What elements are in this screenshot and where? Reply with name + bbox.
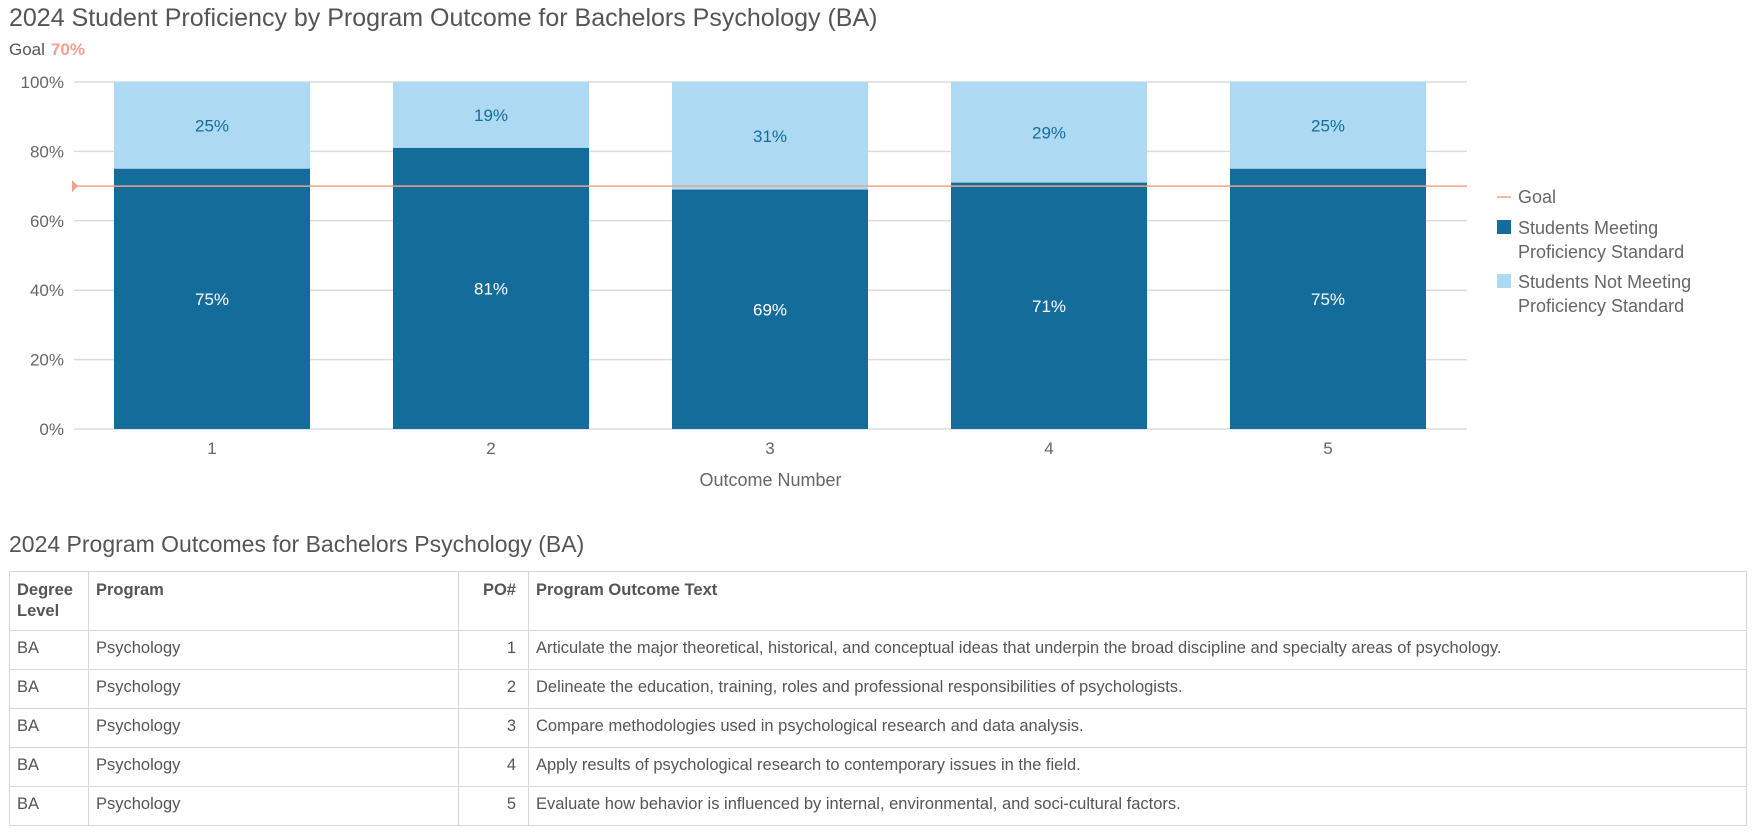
data-label-not-meeting: 29% — [1032, 123, 1066, 142]
legend-not-meeting-swatch — [1497, 274, 1511, 288]
cell-po-number: 2 — [458, 669, 529, 709]
cell-program: Psychology — [88, 708, 459, 748]
bar-meeting — [393, 147, 589, 429]
goal-value: 70% — [50, 40, 85, 59]
header-degree-level: Degree Level — [9, 571, 89, 631]
data-label-not-meeting: 19% — [474, 106, 508, 125]
data-label-meeting: 69% — [753, 300, 787, 319]
goal-summary: Goal 70% — [9, 40, 85, 60]
cell-po-number: 5 — [458, 786, 529, 826]
cell-program: Psychology — [88, 630, 459, 670]
cell-po-number: 3 — [458, 708, 529, 748]
data-label-not-meeting: 25% — [1311, 116, 1345, 135]
cell-outcome-text: Apply results of psychological research … — [528, 747, 1747, 787]
goal-marker-icon — [72, 180, 78, 193]
data-label-meeting: 75% — [195, 290, 229, 309]
bar-not-meeting — [393, 82, 589, 148]
cell-degree-level: BA — [9, 786, 89, 826]
x-tick-label: 4 — [1044, 439, 1053, 458]
legend-goal-label: Goal — [1518, 187, 1556, 207]
legend-not-meeting-label: Students Not Meeting Proficiency Standard — [1518, 272, 1691, 316]
table-row: BA Psychology 2 Delineate the education, tr… — [9, 669, 1747, 709]
y-tick-label: 100% — [21, 73, 64, 92]
header-po-number: PO# — [458, 571, 529, 631]
chart-title: 2024 Student Proficiency by Program Outc… — [9, 4, 878, 32]
data-label-not-meeting: 25% — [195, 116, 229, 135]
cell-program: Psychology — [88, 669, 459, 709]
cell-po-number: 1 — [458, 630, 529, 670]
table-row: BA Psychology 3 Compare methodologies used … — [9, 708, 1747, 748]
x-axis-label: Outcome Number — [699, 470, 841, 490]
table-row: BA Psychology 1 Articulate the major theore… — [9, 630, 1747, 670]
x-tick-label: 5 — [1323, 439, 1332, 458]
table-title: 2024 Program Outcomes for Bachelors Psyc… — [9, 531, 585, 557]
bar-meeting — [951, 182, 1147, 429]
table-header-row: Degree Level Program PO# Program Outcome… — [9, 571, 1747, 631]
cell-degree-level: BA — [9, 630, 89, 670]
header-program: Program — [88, 571, 459, 631]
y-tick-label: 80% — [30, 142, 64, 161]
data-label-meeting: 71% — [1032, 297, 1066, 316]
legend-meeting-label: Students Meeting Proficiency Standard — [1518, 218, 1684, 262]
cell-outcome-text: Compare methodologies used in psychologi… — [528, 708, 1747, 748]
cell-degree-level: BA — [9, 708, 89, 748]
cell-program: Psychology — [88, 747, 459, 787]
cell-degree-level: BA — [9, 747, 89, 787]
bar-not-meeting — [1230, 82, 1426, 169]
stacked-bar-chart: 0% 20% 40% 60% 80% 100% 75% 25% 1 81% 19% 2 69% 31% 3 7… — [21, 73, 1692, 490]
y-tick-label: 60% — [30, 212, 64, 231]
legend-meeting-swatch — [1497, 220, 1511, 234]
y-tick-label: 20% — [30, 351, 64, 370]
data-label-not-meeting: 31% — [753, 127, 787, 146]
table-row: BA Psychology 4 Apply results of psychologi… — [9, 747, 1747, 787]
program-outcomes-table: Degree Level Program PO# Program Outcome… — [9, 571, 1747, 826]
y-tick-label: 0% — [39, 420, 64, 439]
x-tick-label: 3 — [765, 439, 774, 458]
data-label-meeting: 81% — [474, 279, 508, 298]
bar-meeting — [114, 168, 310, 429]
cell-program: Psychology — [88, 786, 459, 826]
bar-not-meeting — [951, 82, 1147, 183]
cell-degree-level: BA — [9, 669, 89, 709]
x-tick-label: 2 — [486, 439, 495, 458]
y-tick-label: 40% — [30, 281, 64, 300]
x-tick-label: 1 — [207, 439, 216, 458]
cell-outcome-text: Evaluate how behavior is influenced by i… — [528, 786, 1747, 826]
cell-outcome-text: Delineate the education, training, roles… — [528, 669, 1747, 709]
bar-meeting — [672, 189, 868, 429]
cell-outcome-text: Articulate the major theoretical, histor… — [528, 630, 1747, 670]
bar-not-meeting — [114, 82, 310, 169]
bar-not-meeting — [672, 82, 868, 190]
table-row: BA Psychology 5 Evaluate how behavior is in… — [9, 786, 1747, 826]
bar-meeting — [1230, 168, 1426, 429]
data-label-meeting: 75% — [1311, 290, 1345, 309]
goal-label: Goal — [9, 40, 45, 59]
header-outcome-text: Program Outcome Text — [528, 571, 1747, 631]
cell-po-number: 4 — [458, 747, 529, 787]
